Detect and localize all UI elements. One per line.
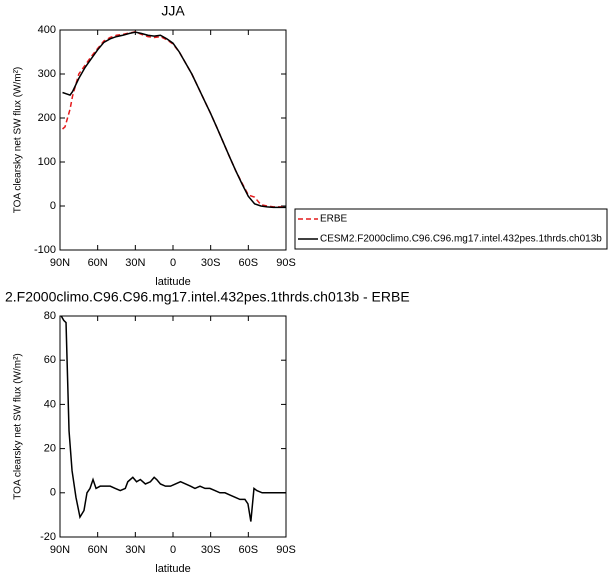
- x-tick-label: 60N: [88, 544, 108, 556]
- x-tick-label: 30S: [201, 257, 221, 269]
- x-tick-label: 0: [170, 544, 176, 556]
- y-tick-label: 300: [38, 68, 56, 80]
- x-tick-label: 30N: [125, 257, 145, 269]
- x-tick-label: 90N: [50, 257, 70, 269]
- series-line: [60, 315, 286, 522]
- plot-frame: [59, 29, 287, 251]
- x-tick-label: 60S: [239, 544, 259, 556]
- y-axis-label: TOA clearsky net SW flux (W/m²): [13, 353, 24, 500]
- y-tick-label: 80: [44, 310, 56, 322]
- y-tick-label: 200: [38, 112, 56, 124]
- chart-title: JJA: [161, 3, 185, 19]
- series-line: [62, 31, 286, 209]
- y-tick-label: 0: [50, 487, 56, 499]
- x-tick-label: 90S: [276, 257, 296, 269]
- x-axis-label: latitude: [155, 563, 190, 575]
- y-tick-label: 400: [38, 24, 56, 36]
- y-tick-label: 60: [44, 354, 56, 366]
- x-tick-label: 30N: [125, 544, 145, 556]
- y-tick-label: 40: [44, 398, 56, 410]
- chart-title: 2.F2000climo.C96.C96.mg17.intel.432pes.1…: [5, 289, 410, 305]
- x-tick-label: 0: [170, 257, 176, 269]
- y-tick-label: 0: [50, 200, 56, 212]
- y-tick-label: -100: [34, 244, 56, 256]
- x-tick-label: 60N: [88, 257, 108, 269]
- x-tick-label: 90S: [276, 544, 296, 556]
- x-tick-label: 60S: [239, 257, 259, 269]
- x-tick-label: 90N: [50, 544, 70, 556]
- x-tick-label: 30S: [201, 544, 221, 556]
- legend-label: ERBE: [320, 214, 348, 225]
- y-axis-label: TOA clearsky net SW flux (W/m²): [13, 67, 24, 214]
- y-tick-label: -20: [40, 531, 56, 543]
- legend-label: CESM2.F2000climo.C96.C96.mg17.intel.432p…: [320, 234, 602, 245]
- series-line: [62, 30, 286, 208]
- y-tick-label: 100: [38, 156, 56, 168]
- x-axis-label: latitude: [155, 276, 190, 288]
- legend-box: [294, 208, 608, 250]
- y-tick-label: 20: [44, 443, 56, 455]
